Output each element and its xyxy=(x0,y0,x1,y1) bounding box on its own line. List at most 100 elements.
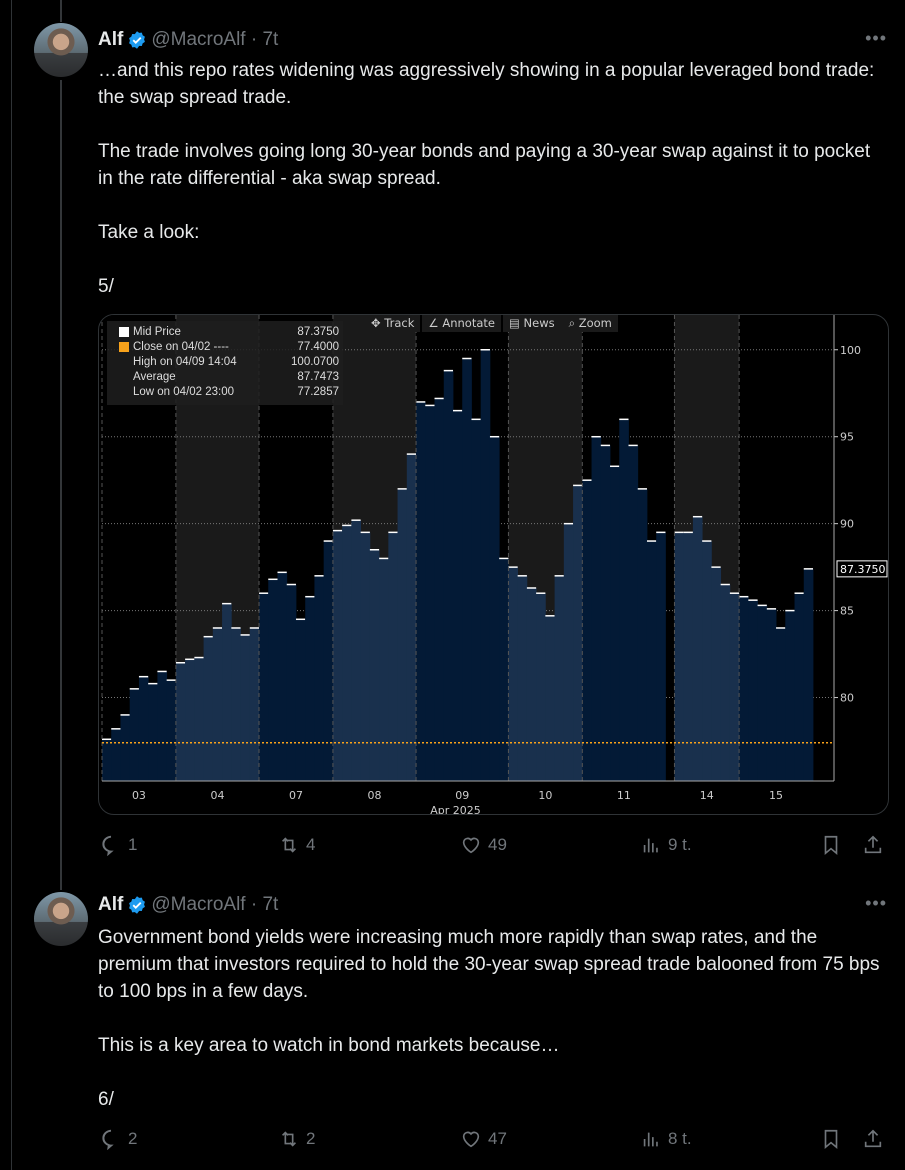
thread-line xyxy=(60,0,62,22)
bookmark-button[interactable] xyxy=(820,834,842,856)
price-bar xyxy=(443,370,454,781)
views-button[interactable]: 9 t. xyxy=(640,834,692,856)
news-button: ▤ News xyxy=(502,315,561,332)
x-tick-label: 08 xyxy=(367,789,381,802)
more-options-icon[interactable]: ••• xyxy=(865,893,887,913)
like-button[interactable]: 49 xyxy=(460,834,507,856)
author-name[interactable]: Alf xyxy=(98,29,124,50)
tweet-text: …and this repo rates widening was aggres… xyxy=(98,60,875,297)
price-bar xyxy=(526,587,537,781)
price-bar xyxy=(369,549,380,781)
reply-count: 2 xyxy=(128,1129,138,1148)
price-bar xyxy=(111,728,121,781)
price-bar xyxy=(536,593,546,781)
price-bar xyxy=(637,488,648,781)
price-bar xyxy=(240,634,251,781)
like-count: 47 xyxy=(488,1129,507,1148)
price-bar xyxy=(794,593,805,781)
close-swatch xyxy=(119,342,129,352)
author-handle[interactable]: @MacroAlf xyxy=(151,29,246,50)
timestamp[interactable]: 7t xyxy=(262,29,279,50)
price-bar xyxy=(573,485,583,781)
reply-button[interactable]: 1 xyxy=(100,834,137,856)
price-bar xyxy=(628,445,639,781)
price-bar xyxy=(748,600,758,781)
reply-icon xyxy=(102,1129,114,1150)
legend-label: Low on 04/02 23:00 xyxy=(133,386,235,398)
share-button[interactable] xyxy=(862,834,884,856)
price-bar xyxy=(379,558,389,781)
price-bar xyxy=(702,541,712,781)
price-bar xyxy=(360,532,371,781)
separator-dot: · xyxy=(245,894,263,915)
y-tick-label: 95 xyxy=(840,431,854,444)
y-tick-label: 100 xyxy=(840,344,861,357)
avatar[interactable] xyxy=(34,892,88,946)
tweet: Alf @MacroAlf · 7t ••• Government bond y… xyxy=(0,880,905,1170)
price-bar xyxy=(453,410,463,781)
last-value-label: 87.3750 xyxy=(840,563,886,576)
avatar[interactable] xyxy=(34,23,88,77)
price-bar xyxy=(102,739,112,781)
views-button[interactable]: 8 t. xyxy=(640,1128,692,1150)
view-count: 8 t. xyxy=(668,1129,692,1148)
price-bar xyxy=(222,603,232,781)
timeline-border xyxy=(11,0,12,1170)
price-bar xyxy=(249,627,260,781)
y-tick-label: 85 xyxy=(840,605,854,618)
price-bar xyxy=(619,419,629,781)
tweet-actions: 2 2 47 8 t. xyxy=(100,1128,890,1152)
price-bar xyxy=(129,688,140,781)
price-bar xyxy=(499,558,509,781)
share-button[interactable] xyxy=(862,1128,884,1150)
price-bar xyxy=(185,659,195,781)
price-bar xyxy=(194,657,205,781)
verified-badge-icon xyxy=(127,895,147,915)
heart-icon xyxy=(462,837,480,854)
repost-button[interactable]: 4 xyxy=(278,834,315,856)
x-axis-label: Apr 2025 xyxy=(430,804,481,815)
x-tick-label: 10 xyxy=(538,789,552,802)
y-tick-label: 90 xyxy=(840,518,854,531)
legend-value: 87.3750 xyxy=(297,326,339,338)
price-bar xyxy=(138,676,149,781)
more-options-icon[interactable]: ••• xyxy=(865,28,887,48)
price-bar xyxy=(314,575,325,781)
price-bar xyxy=(646,541,657,781)
timestamp[interactable]: 7t xyxy=(262,894,279,915)
repost-icon xyxy=(281,1131,297,1147)
price-bar xyxy=(388,532,398,781)
reply-button[interactable]: 2 xyxy=(100,1128,137,1150)
price-bar xyxy=(157,671,168,781)
price-bar xyxy=(332,530,343,781)
price-bar xyxy=(610,466,620,781)
bookmark-icon xyxy=(824,1129,838,1150)
price-bar xyxy=(656,532,666,781)
price-bar xyxy=(351,520,362,781)
repost-icon xyxy=(281,837,297,853)
reply-icon xyxy=(102,835,114,856)
mid-price-swatch xyxy=(119,327,129,337)
repost-button[interactable]: 2 xyxy=(278,1128,315,1150)
price-bar xyxy=(434,398,445,781)
price-bar xyxy=(259,593,269,781)
price-bar xyxy=(508,567,519,781)
legend-value: 87.7473 xyxy=(297,371,339,383)
price-bar xyxy=(600,445,611,781)
price-bar xyxy=(406,454,417,781)
chart-image[interactable]: 80 85 90 95 100 03 04 07 08 09 10 11 14 15 Apr 2025 87.… xyxy=(98,314,889,815)
price-bar xyxy=(323,541,334,781)
price-bar xyxy=(462,358,472,781)
price-bar xyxy=(175,662,186,781)
like-button[interactable]: 47 xyxy=(460,1128,507,1150)
price-bar xyxy=(203,636,214,781)
price-bar xyxy=(425,405,435,781)
price-bar xyxy=(766,608,777,781)
legend-value: 77.2857 xyxy=(297,386,339,398)
last-value-box xyxy=(836,560,888,578)
share-icon xyxy=(864,1129,882,1148)
bookmark-button[interactable] xyxy=(820,1128,842,1150)
author-name[interactable]: Alf xyxy=(98,894,124,915)
author-handle[interactable]: @MacroAlf xyxy=(151,894,246,915)
price-bar xyxy=(683,532,694,781)
